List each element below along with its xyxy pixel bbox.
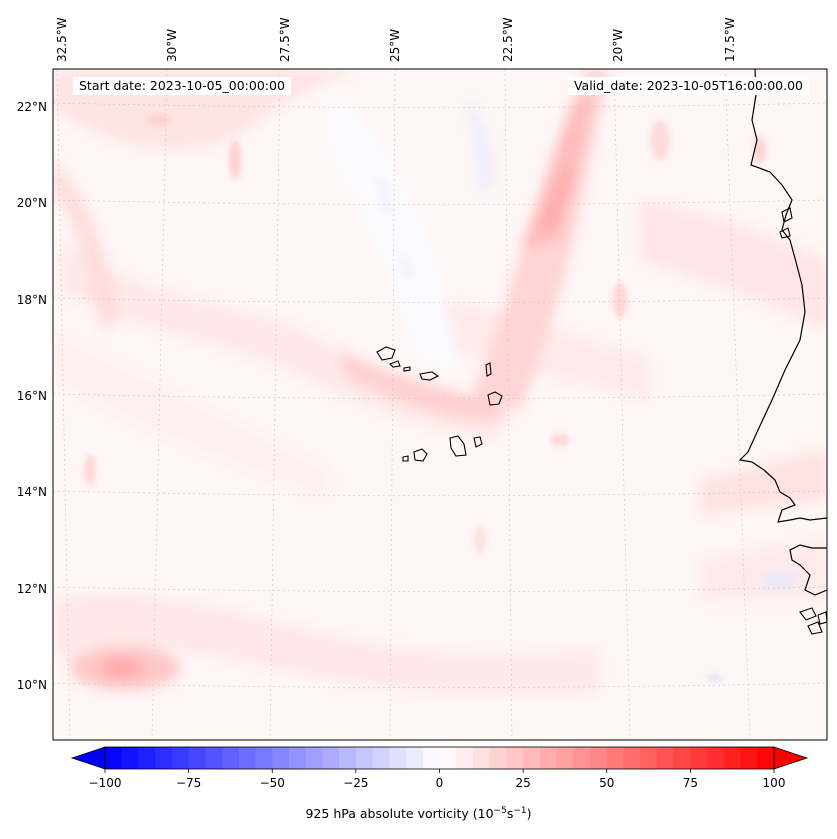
lat-label: 10°N <box>17 678 47 692</box>
colorbar-segment <box>355 747 374 769</box>
colorbar-segment <box>305 747 323 769</box>
colorbar: −100 −75 −50 −25 0 25 50 75 100 <box>70 746 809 790</box>
colorbar-segment <box>707 747 725 769</box>
colorbar-label-mid: s <box>506 806 514 822</box>
colorbar-segments <box>105 747 775 769</box>
lon-labels: 32.5°W 30°W 27.5°W 25°W 22.5°W 20°W 17.5… <box>55 17 737 62</box>
colorbar-segment <box>456 747 474 769</box>
colorbar-tick-label: 0 <box>436 776 444 790</box>
colorbar-segment <box>439 747 457 769</box>
colorbar-label-end: ) <box>526 806 532 822</box>
colorbar-segment <box>389 747 407 769</box>
colorbar-segment <box>339 747 357 769</box>
colorbar-tick-label: −25 <box>343 776 368 790</box>
colorbar-segment <box>623 747 641 769</box>
colorbar-segment <box>255 747 273 769</box>
colorbar-label-exp2: −1 <box>513 806 527 816</box>
colorbar-tick-label: −100 <box>89 776 122 790</box>
colorbar-segment <box>640 747 658 769</box>
gridlines <box>53 69 827 740</box>
colorbar-label-exp1: −5 <box>493 806 507 816</box>
lat-label: 12°N <box>17 582 47 596</box>
vorticity-field <box>53 69 827 740</box>
colorbar-segment <box>556 747 574 769</box>
map-frame <box>52 68 828 741</box>
lat-label: 18°N <box>17 293 47 307</box>
colorbar-segment <box>539 747 558 769</box>
colorbar-segment <box>590 747 608 769</box>
colorbar-segment <box>740 747 758 769</box>
colorbar-segment <box>573 747 591 769</box>
colorbar-segment <box>322 747 340 769</box>
colorbar-tick-label: 75 <box>683 776 698 790</box>
colorbar-segment <box>372 747 390 769</box>
lon-label: 27.5°W <box>278 17 292 62</box>
colorbar-tick-label: −75 <box>176 776 201 790</box>
colorbar-label: 925 hPa absolute vorticity (10−5s−1) <box>0 806 837 821</box>
colorbar-segment <box>171 747 190 769</box>
colorbar-segment <box>472 747 491 769</box>
lat-label: 20°N <box>17 196 47 210</box>
colorbar-segment <box>656 747 675 769</box>
colorbar-segment <box>757 747 775 769</box>
africa-coastline <box>738 69 827 596</box>
lon-label: 20°W <box>611 29 625 62</box>
start-date-label: Start date: 2023-10-05_00:00:00 <box>73 77 291 95</box>
lon-label: 22.5°W <box>501 17 515 62</box>
colorbar-segment <box>523 747 541 769</box>
colorbar-segment <box>690 747 708 769</box>
valid-date-label: Valid_date: 2023-10-05T16:00:00.00 <box>567 77 809 95</box>
colorbar-segment <box>422 747 440 769</box>
colorbar-segment <box>138 747 156 769</box>
colorbar-extend-min <box>70 746 106 770</box>
lon-label: 17.5°W <box>723 17 737 62</box>
colorbar-segment <box>288 747 307 769</box>
colorbar-extend-max <box>773 746 809 770</box>
lat-label: 14°N <box>17 485 47 499</box>
lon-label: 30°W <box>165 29 179 62</box>
colorbar-segment <box>155 747 173 769</box>
colorbar-segment <box>121 747 139 769</box>
lat-labels: 22°N 20°N 18°N 16°N 14°N 12°N 10°N <box>17 100 47 692</box>
colorbar-segment <box>205 747 223 769</box>
colorbar-tick-label: 100 <box>763 776 786 790</box>
colorbar-segment <box>506 747 524 769</box>
cape-verde-islands <box>376 346 503 462</box>
colorbar-segment <box>188 747 206 769</box>
colorbar-tick-label: 50 <box>599 776 614 790</box>
colorbar-tick-label: 25 <box>515 776 530 790</box>
lon-label: 32.5°W <box>55 17 69 62</box>
colorbar-segment <box>238 747 257 769</box>
lat-label: 16°N <box>17 389 47 403</box>
colorbar-segment <box>406 747 424 769</box>
colorbar-segment <box>222 747 240 769</box>
colorbar-segment <box>105 747 123 769</box>
lon-label: 25°W <box>388 29 402 62</box>
lat-label: 22°N <box>17 100 47 114</box>
colorbar-segment <box>606 747 624 769</box>
colorbar-label-text: 925 hPa absolute vorticity (10 <box>305 806 494 822</box>
colorbar-tick-label: −50 <box>260 776 285 790</box>
colorbar-ticks: −100 −75 −50 −25 0 25 50 75 100 <box>89 769 786 790</box>
colorbar-segment <box>489 747 507 769</box>
colorbar-segment <box>723 747 742 769</box>
colorbar-segment <box>272 747 290 769</box>
colorbar-segment <box>673 747 691 769</box>
